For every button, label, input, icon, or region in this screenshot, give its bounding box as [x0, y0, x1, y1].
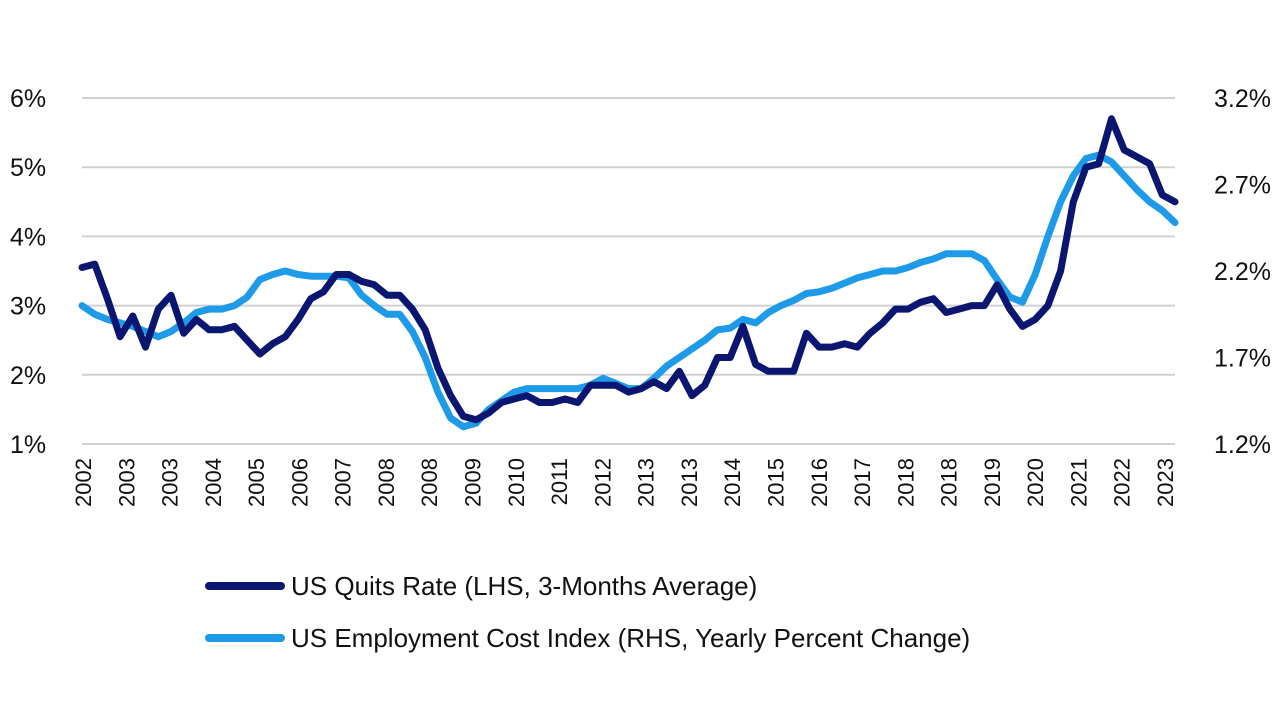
- right-tick-label: 3.2%: [1214, 85, 1271, 113]
- right-tick-label: 1.7%: [1214, 345, 1271, 373]
- x-tick-label: 2002: [71, 458, 96, 507]
- right-axis-ticks: 3.2% 2.7% 2.2% 1.7% 1.2%: [1214, 85, 1271, 459]
- left-tick-label: 2%: [10, 362, 46, 390]
- left-tick-label: 3%: [10, 293, 46, 321]
- x-tick-label: 2019: [980, 458, 1005, 507]
- left-tick-label: 5%: [10, 154, 46, 182]
- x-tick-label: 2008: [417, 458, 442, 507]
- right-tick-label: 1.2%: [1214, 431, 1271, 459]
- series-lines: [78, 115, 1179, 431]
- x-tick-label: 2009: [461, 458, 486, 507]
- series-line-employment-cost-index: [78, 151, 1179, 431]
- x-tick-label: 2018: [893, 458, 918, 507]
- x-tick-label: 2011: [547, 458, 572, 505]
- x-tick-label: 2013: [677, 458, 702, 507]
- x-tick-label: 2017: [850, 458, 875, 507]
- left-tick-label: 1%: [10, 431, 46, 459]
- legend: US Quits Rate (LHS, 3-Months Average) US…: [205, 560, 970, 664]
- legend-label-eci: US Employment Cost Index (RHS, Yearly Pe…: [291, 622, 971, 653]
- legend-swatch-eci: [205, 634, 285, 642]
- x-tick-label: 2016: [807, 458, 832, 507]
- x-tick-label: 2004: [201, 458, 226, 507]
- x-axis-ticks: 2002 2003 2003 2004 2005 2006 2007 2008 2008 2009…: [71, 458, 1178, 507]
- right-tick-label: 2.7%: [1214, 172, 1271, 200]
- x-tick-label: 2005: [244, 458, 269, 507]
- right-tick-label: 2.2%: [1214, 258, 1271, 286]
- x-tick-label: 2018: [937, 458, 962, 507]
- gridlines: [82, 97, 1175, 445]
- x-tick-label: 2020: [1023, 458, 1048, 507]
- x-tick-label: 2010: [504, 458, 529, 507]
- legend-label-quits: US Quits Rate (LHS, 3-Months Average): [291, 570, 758, 601]
- x-tick-label: 2022: [1110, 458, 1135, 507]
- x-tick-label: 2013: [634, 458, 659, 507]
- x-tick-label: 2003: [158, 458, 183, 507]
- x-tick-label: 2014: [720, 458, 745, 507]
- left-tick-label: 4%: [10, 223, 46, 251]
- legend-item-eci: US Employment Cost Index (RHS, Yearly Pe…: [205, 612, 970, 664]
- series-line-quits-rate: [78, 115, 1179, 424]
- legend-swatch-quits: [205, 582, 285, 590]
- x-tick-label: 2003: [114, 458, 139, 507]
- x-tick-label: 2008: [374, 458, 399, 507]
- x-tick-label: 2007: [331, 458, 356, 507]
- x-tick-label: 2021: [1066, 458, 1091, 507]
- x-tick-label: 2006: [287, 458, 312, 507]
- left-axis-ticks: 6% 5% 4% 3% 2% 1%: [10, 85, 46, 459]
- x-tick-label: 2023: [1153, 458, 1178, 507]
- x-tick-label: 2015: [763, 458, 788, 507]
- left-tick-label: 6%: [10, 85, 46, 113]
- legend-item-quits: US Quits Rate (LHS, 3-Months Average): [205, 560, 970, 612]
- x-tick-label: 2012: [590, 458, 615, 507]
